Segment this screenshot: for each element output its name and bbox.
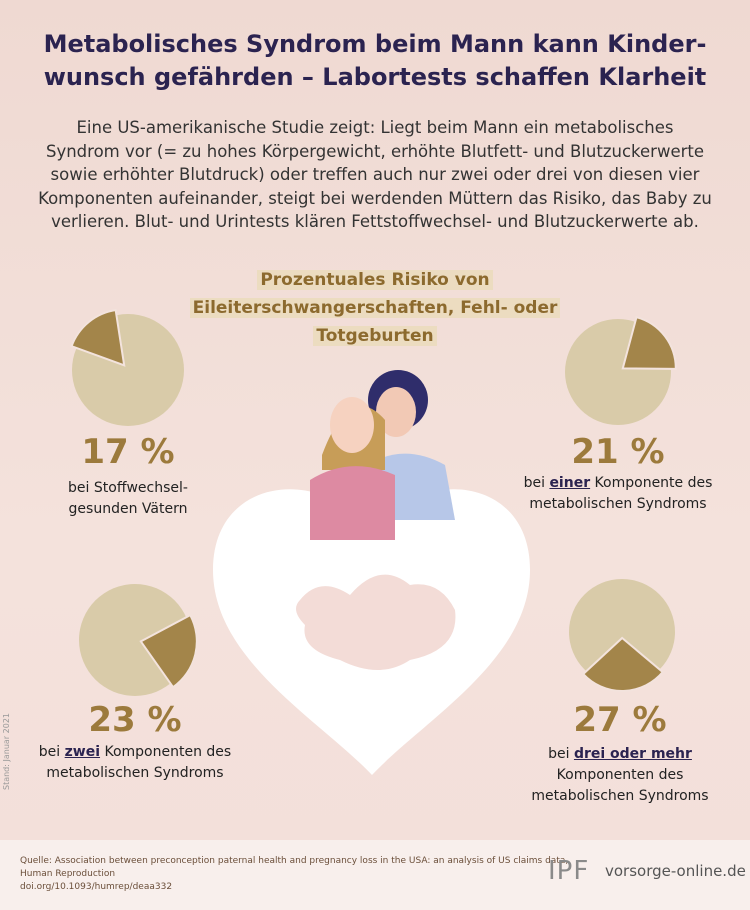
- logo: IPF: [548, 856, 590, 886]
- source-line: Quelle: Association between preconceptio…: [20, 856, 569, 866]
- pie-slice: [139, 613, 198, 689]
- percent-label: 23 %: [88, 700, 182, 740]
- subtitle-line: Eileiterschwangerschaften, Fehl- oder: [0, 294, 750, 322]
- pie-slice: [581, 636, 665, 692]
- caption-line: metabolischen Syndroms: [500, 786, 740, 807]
- title-line: wunsch gefährden – Labortests schaffen K…: [43, 63, 707, 91]
- caption-line: metabolischen Syndroms: [15, 763, 255, 784]
- title-line: Metabolisches Syndrom beim Mann kann Kin…: [43, 30, 707, 58]
- site: vorsorge-online.de: [605, 862, 746, 880]
- intro-line: Eine US-amerikanische Studie zeigt: Lieg…: [76, 118, 674, 137]
- subtitle: Totgeburten: [313, 326, 437, 346]
- caption-line: gesunden Vätern: [8, 499, 248, 520]
- caption-line: Komponenten des: [500, 765, 740, 786]
- source-line: doi.org/10.1093/humrep/deaa332: [20, 882, 173, 892]
- caption-line: bei zwei Komponenten des: [15, 742, 255, 763]
- caption: bei zwei Komponenten des metabolischen Sy…: [15, 742, 255, 784]
- pie-slice: [70, 308, 126, 367]
- caption-text: bei: [523, 475, 550, 491]
- caption-text: bei: [548, 746, 574, 762]
- caption-line: metabolischen Syndroms: [498, 494, 738, 515]
- percent-label: 21 %: [571, 432, 665, 472]
- caption-text: Komponenten des: [100, 744, 232, 760]
- caption-text: Komponente des: [590, 475, 713, 491]
- intro-line: sowie erhöhter Blutdruck) oder treffen a…: [50, 165, 700, 184]
- intro-line: verlieren. Blut- und Urintests klären Fe…: [51, 212, 699, 231]
- footer: [0, 840, 750, 910]
- caption-text: metabolischen Syndroms: [529, 496, 707, 512]
- pie-base: [569, 579, 675, 685]
- source-line: Human Reproduction: [20, 869, 116, 879]
- caption-line: bei drei oder mehr: [500, 744, 740, 765]
- caption-line: bei Stoffwechsel-: [8, 478, 248, 499]
- caption-text: drei oder mehr: [573, 746, 692, 762]
- caption-text: einer: [549, 475, 591, 491]
- source: Quelle: Association between preconceptio…: [20, 855, 568, 894]
- subtitle-line: Prozentuales Risiko von: [0, 266, 750, 294]
- caption: bei Stoffwechsel-gesunden Vätern: [8, 478, 248, 520]
- intro: Eine US-amerikanische Studie zeigt: Lieg…: [0, 116, 750, 234]
- caption-text: gesunden Vätern: [68, 501, 188, 517]
- intro-line: Komponenten aufeinander, steigt bei werd…: [38, 188, 712, 208]
- subtitle-line: Totgeburten: [0, 322, 750, 350]
- intro-line: Syndrom vor (= zu hohes Körpergewicht, e…: [45, 141, 704, 161]
- caption: bei einer Komponente des metabolischen Sy…: [498, 473, 738, 515]
- caption-line: bei einer Komponente des: [498, 473, 738, 494]
- subtitle: Prozentuales Risiko von: [257, 270, 493, 290]
- couple: [310, 370, 455, 540]
- percent-label: 17 %: [81, 432, 175, 472]
- caption-text: zwei: [64, 744, 101, 760]
- pie-slice: [621, 315, 677, 370]
- caption-text: bei: [38, 744, 65, 760]
- stand: Stand: Januar 2021: [2, 713, 11, 790]
- title: Metabolisches Syndrom beim Mann kann Kin…: [0, 28, 750, 94]
- caption-text: metabolischen Syndroms: [46, 765, 224, 781]
- caption-text: Komponenten des: [556, 767, 684, 783]
- caption: bei drei oder mehr Komponenten des metabol…: [500, 744, 740, 807]
- subtitle: Prozentuales Risiko von Eileiterschwanger…: [0, 266, 750, 350]
- baby: [296, 574, 456, 670]
- subtitle: Eileiterschwangerschaften, Fehl- oder: [189, 298, 561, 318]
- percent-label: 27 %: [573, 700, 667, 740]
- caption-text: bei Stoffwechsel-: [68, 480, 188, 496]
- caption-text: metabolischen Syndroms: [531, 788, 709, 804]
